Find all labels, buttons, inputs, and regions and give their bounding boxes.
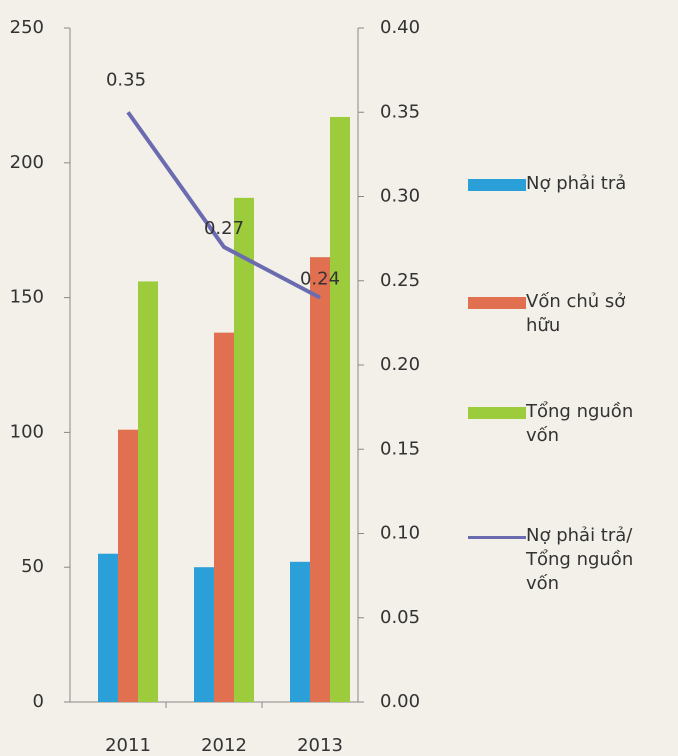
bar [214, 332, 234, 702]
line [126, 111, 321, 300]
y-tick-label: 0 [33, 691, 44, 712]
data-label: 0.35 [106, 69, 146, 90]
bar [194, 567, 214, 702]
bar [310, 257, 330, 702]
legend-swatch [468, 536, 526, 539]
y2-tick-label: 0.40 [380, 17, 420, 38]
y-tick-label: 100 [10, 421, 44, 442]
y2-tick-label: 0.30 [380, 186, 420, 207]
y2-tick-label: 0.25 [380, 270, 420, 291]
legend-label: Nợ phải trả/ Tổng nguồn vốn [526, 525, 634, 594]
legend-swatch [468, 407, 526, 419]
y2-tick-label: 0.00 [380, 691, 420, 712]
y2-tick-label: 0.35 [380, 101, 420, 122]
y-tick-label: 50 [21, 556, 44, 577]
legend-item: Nợ phải trả [468, 172, 674, 196]
legend-swatch [468, 297, 526, 309]
y-tick-label: 150 [10, 287, 44, 308]
y2-tick-label: 0.05 [380, 607, 420, 628]
bar [290, 561, 310, 702]
data-label: 0.27 [204, 218, 244, 239]
bar [98, 553, 118, 702]
y2-tick-label: 0.15 [380, 438, 420, 459]
y-tick-label: 200 [10, 152, 44, 173]
legend-label: Nợ phải trả [526, 173, 627, 194]
y2-tick-label: 0.10 [380, 523, 420, 544]
x-tick-label: 2012 [201, 735, 247, 756]
legend-item: Nợ phải trả/ Tổng nguồn vốn [468, 524, 638, 596]
y-tick-label: 250 [10, 17, 44, 38]
legend-item: Vốn chủ sở hữu [468, 290, 644, 338]
legend-swatch [468, 179, 526, 191]
bar [138, 281, 158, 702]
legend-label: Tổng nguồn vốn [526, 401, 634, 446]
x-tick-label: 2013 [297, 735, 343, 756]
bar [330, 116, 350, 702]
data-label: 0.24 [300, 269, 340, 290]
legend-label: Vốn chủ sở hữu [526, 291, 626, 336]
legend-item: Tổng nguồn vốn [468, 400, 644, 448]
y2-tick-label: 0.20 [380, 354, 420, 375]
bar [118, 429, 138, 702]
x-tick-label: 2011 [105, 735, 151, 756]
bar [234, 197, 254, 702]
